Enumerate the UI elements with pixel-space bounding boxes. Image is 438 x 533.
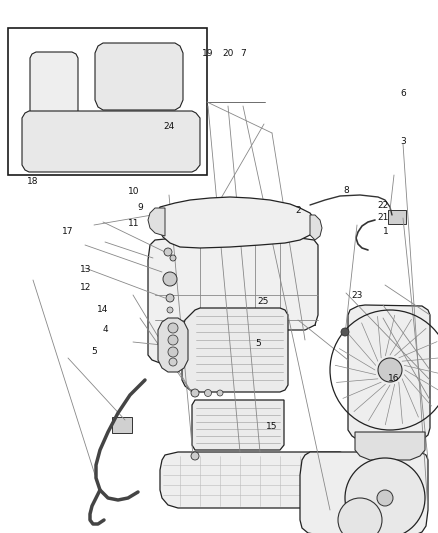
Text: 23: 23 xyxy=(351,292,363,300)
Bar xyxy=(100,50,178,103)
Text: 12: 12 xyxy=(80,284,91,292)
Circle shape xyxy=(168,335,178,345)
Circle shape xyxy=(377,490,393,506)
Text: 6: 6 xyxy=(400,89,406,98)
Polygon shape xyxy=(30,52,78,136)
Polygon shape xyxy=(22,111,200,172)
Text: 17: 17 xyxy=(62,228,74,236)
Bar xyxy=(35,114,70,122)
Polygon shape xyxy=(355,432,425,460)
Text: 22: 22 xyxy=(378,201,389,209)
Text: 13: 13 xyxy=(80,265,91,273)
Text: 14: 14 xyxy=(97,305,109,313)
Polygon shape xyxy=(348,305,430,442)
Circle shape xyxy=(166,294,174,302)
Bar xyxy=(50,98,60,110)
Text: 5: 5 xyxy=(255,340,261,348)
Polygon shape xyxy=(95,43,183,110)
Circle shape xyxy=(168,347,178,357)
Circle shape xyxy=(217,390,223,396)
Text: 1: 1 xyxy=(382,228,389,236)
Circle shape xyxy=(338,498,382,533)
Bar xyxy=(162,268,178,290)
Text: 5: 5 xyxy=(91,348,97,356)
Text: 18: 18 xyxy=(27,177,39,185)
Text: 20: 20 xyxy=(222,49,233,58)
Polygon shape xyxy=(192,400,284,450)
Bar xyxy=(28,126,78,164)
Circle shape xyxy=(169,358,177,366)
Circle shape xyxy=(191,389,199,397)
Polygon shape xyxy=(300,452,428,533)
Circle shape xyxy=(205,390,212,397)
Polygon shape xyxy=(148,208,165,236)
Text: 19: 19 xyxy=(202,49,214,58)
Bar xyxy=(303,305,315,325)
Text: 24: 24 xyxy=(163,123,174,131)
Text: 15: 15 xyxy=(266,422,277,431)
Bar xyxy=(8,28,207,175)
Circle shape xyxy=(163,272,177,286)
Text: 16: 16 xyxy=(389,374,400,383)
Bar xyxy=(80,114,115,122)
Text: 25: 25 xyxy=(257,297,268,305)
Text: 21: 21 xyxy=(378,213,389,222)
Polygon shape xyxy=(158,318,188,372)
Bar xyxy=(388,210,406,224)
Text: 11: 11 xyxy=(128,220,139,228)
Bar xyxy=(34,68,46,79)
Polygon shape xyxy=(182,308,288,392)
Bar xyxy=(34,85,46,96)
Circle shape xyxy=(170,255,176,261)
Bar xyxy=(142,126,192,164)
Polygon shape xyxy=(157,197,315,248)
Circle shape xyxy=(378,358,402,382)
Bar xyxy=(112,417,132,433)
Circle shape xyxy=(341,328,349,336)
Circle shape xyxy=(191,452,199,460)
Bar xyxy=(48,70,62,115)
Text: 2: 2 xyxy=(295,206,300,215)
Text: 7: 7 xyxy=(240,49,246,58)
Text: 10: 10 xyxy=(128,188,139,196)
Bar xyxy=(192,130,200,158)
Text: 3: 3 xyxy=(400,137,406,146)
Text: 9: 9 xyxy=(137,204,143,212)
Bar xyxy=(125,114,160,122)
Text: 8: 8 xyxy=(343,187,349,195)
Polygon shape xyxy=(160,452,352,508)
Text: 4: 4 xyxy=(102,325,108,334)
Bar xyxy=(20,130,28,158)
Circle shape xyxy=(164,248,172,256)
Polygon shape xyxy=(148,236,318,363)
Polygon shape xyxy=(310,215,322,240)
Bar xyxy=(85,126,135,164)
Circle shape xyxy=(167,307,173,313)
Circle shape xyxy=(168,323,178,333)
Circle shape xyxy=(345,458,425,533)
